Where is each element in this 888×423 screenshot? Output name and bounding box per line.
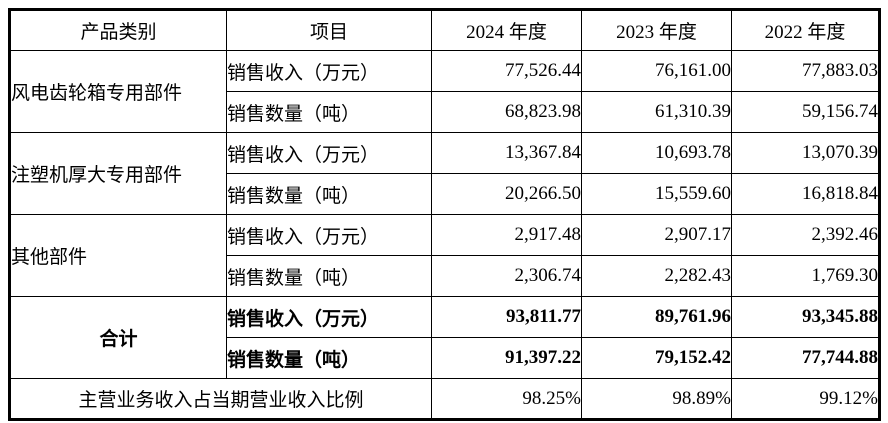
header-category: 产品类别: [9, 9, 227, 51]
value-cell: 91,397.22: [431, 337, 582, 379]
header-row: 产品类别 项目 2024 年度 2023 年度 2022 年度: [9, 9, 880, 51]
value-cell: 99.12%: [731, 378, 880, 420]
ratio-label: 主营业务收入占当期营业收入比例: [9, 378, 432, 420]
header-item: 项目: [226, 9, 432, 51]
value-cell: 98.25%: [431, 378, 582, 420]
value-cell: 77,744.88: [731, 337, 880, 379]
value-cell: 2,907.17: [581, 214, 732, 256]
item-label: 销售收入（万元）: [226, 296, 432, 338]
item-label: 销售数量（吨）: [226, 337, 432, 379]
table-row: 风电齿轮箱专用部件 销售收入（万元） 77,526.44 76,161.00 7…: [9, 50, 880, 133]
value-cell: 13,367.84: [431, 132, 582, 174]
value-cell: 10,693.78: [581, 132, 732, 174]
value-cell: 61,310.39: [581, 91, 732, 133]
category-other-parts: 其他部件: [9, 214, 227, 297]
category-wind-gearbox-parts: 风电齿轮箱专用部件: [9, 50, 227, 133]
item-label: 销售收入（万元）: [226, 50, 432, 92]
value-cell: 98.89%: [581, 378, 732, 420]
table-row: 销售数量（吨） 68,823.98 61,310.39 59,156.74: [10, 91, 880, 133]
item-label: 销售收入（万元）: [226, 214, 432, 256]
value-cell: 76,161.00: [581, 50, 732, 92]
value-cell: 93,811.77: [431, 296, 582, 338]
header-year-2022: 2022 年度: [731, 9, 880, 51]
table-row: 销售数量（吨） 2,306.74 2,282.43 1,769.30: [10, 255, 880, 297]
value-cell: 15,559.60: [581, 173, 732, 215]
value-cell: 93,345.88: [731, 296, 880, 338]
value-cell: 79,152.42: [581, 337, 732, 379]
value-cell: 77,883.03: [731, 50, 880, 92]
value-cell: 16,818.84: [731, 173, 880, 215]
value-cell: 2,306.74: [431, 255, 582, 297]
value-cell: 59,156.74: [731, 91, 880, 133]
table-row: 销售数量（吨） 20,266.50 15,559.60 16,818.84: [10, 173, 880, 215]
value-cell: 77,526.44: [431, 50, 582, 92]
value-cell: 2,392.46: [731, 214, 880, 256]
item-label: 销售数量（吨）: [226, 173, 432, 215]
item-label: 销售数量（吨）: [226, 255, 432, 297]
value-cell: 20,266.50: [431, 173, 582, 215]
header-year-2024: 2024 年度: [431, 9, 582, 51]
header-year-2023: 2023 年度: [581, 9, 732, 51]
value-cell: 2,282.43: [581, 255, 732, 297]
ratio-row: 主营业务收入占当期营业收入比例 98.25% 98.89% 99.12%: [9, 378, 880, 420]
category-total: 合计: [9, 296, 227, 379]
total-row: 合计 销售收入（万元） 93,811.77 89,761.96 93,345.8…: [9, 296, 880, 379]
value-cell: 13,070.39: [731, 132, 880, 174]
total-row: 销售数量（吨） 91,397.22 79,152.42 77,744.88: [10, 337, 880, 379]
item-label: 销售数量（吨）: [226, 91, 432, 133]
table-row: 注塑机厚大专用部件 销售收入（万元） 13,367.84 10,693.78 1…: [9, 132, 880, 215]
category-injection-molding-parts: 注塑机厚大专用部件: [9, 132, 227, 215]
value-cell: 68,823.98: [431, 91, 582, 133]
value-cell: 1,769.30: [731, 255, 880, 297]
item-label: 销售收入（万元）: [226, 132, 432, 174]
value-cell: 89,761.96: [581, 296, 732, 338]
table-row: 其他部件 销售收入（万元） 2,917.48 2,907.17 2,392.46: [9, 214, 880, 297]
value-cell: 2,917.48: [431, 214, 582, 256]
product-sales-table: 产品类别 项目 2024 年度 2023 年度 2022 年度 风电齿轮箱专用部…: [8, 8, 881, 421]
